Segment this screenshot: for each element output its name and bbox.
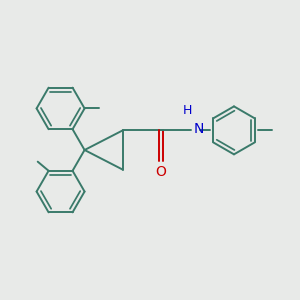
Text: H: H [182,104,192,117]
Text: N: N [194,122,204,136]
Text: O: O [155,165,166,179]
